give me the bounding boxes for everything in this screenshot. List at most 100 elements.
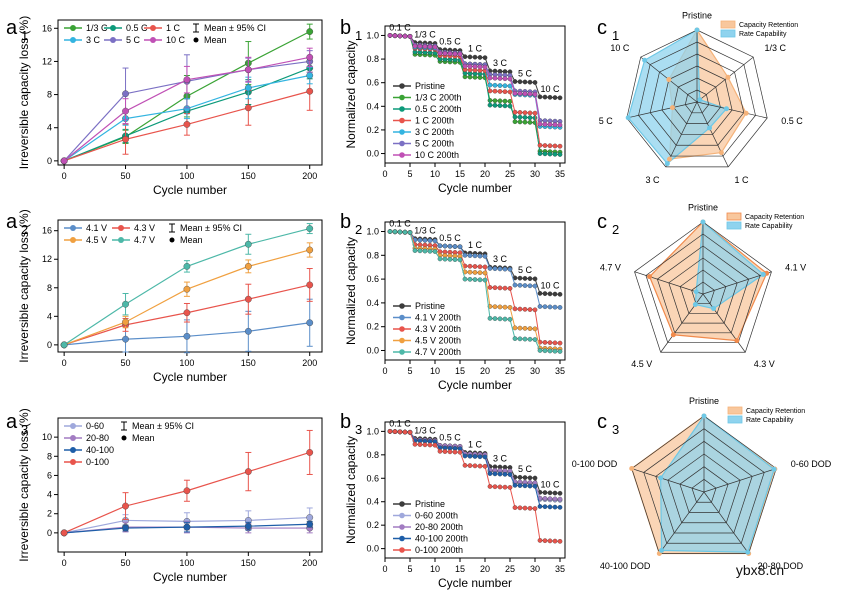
data-point (512, 505, 518, 510)
data-point (542, 304, 548, 310)
data-point (447, 257, 453, 262)
data-point (502, 471, 508, 477)
data-point (122, 335, 129, 343)
legend-marker (399, 501, 405, 507)
radar-ring (649, 53, 745, 146)
legend-swatch (727, 406, 743, 415)
radar-point (760, 271, 766, 277)
legend-label: Capacity Retention (739, 22, 798, 29)
data-point (487, 102, 493, 108)
axes-b2: 0 5 10 15 20 25 30 35 0.0 0.2 0.4 0.6 0.8 1.0 Cycle nu… (344, 219, 566, 392)
data-point (497, 89, 503, 94)
data-point (552, 496, 558, 502)
x-tick-label: 20 (480, 169, 490, 179)
data-point (502, 83, 508, 89)
data-point (552, 95, 558, 100)
data-point (477, 454, 483, 460)
legend-marker (118, 237, 124, 243)
data-point (467, 64, 473, 69)
data-point (517, 505, 523, 511)
data-point (552, 291, 558, 297)
x-tick-label: 15 (455, 366, 465, 376)
data-point (532, 80, 538, 85)
data-point (557, 539, 563, 544)
data-point (502, 89, 508, 95)
legend-marker (399, 303, 405, 309)
data-point (527, 283, 533, 289)
data-point (522, 306, 528, 312)
y-tick-label: 1.0 (366, 227, 379, 237)
radar-ring (684, 89, 710, 114)
rate-label: 1/3 C (414, 425, 436, 435)
data-point (183, 523, 191, 531)
data-point (244, 66, 252, 74)
data-point (507, 316, 513, 322)
data-point (507, 305, 513, 310)
x-tick-label: 25 (505, 169, 515, 179)
data-point (244, 104, 252, 112)
data-point (183, 487, 191, 495)
panel-sublabel-b1: 1 (355, 28, 362, 43)
radar-point (697, 97, 703, 103)
radar-spoke (696, 101, 729, 168)
y-tick-label: 12 (42, 56, 52, 66)
x-tick-label: 100 (179, 171, 194, 181)
data-point (542, 348, 548, 354)
legend-marker (70, 225, 76, 231)
x-tick-label: 150 (241, 358, 256, 368)
legend-label: Capacity Retention (746, 408, 805, 415)
radar-c1: Pristine 1/3 C 0.5 C 1 C 3 C 5 C 10 C Capacity … (599, 11, 803, 185)
data-point (306, 246, 314, 254)
data-point (522, 276, 528, 281)
data-point (522, 115, 528, 120)
x-axis-label: Cycle number (438, 576, 512, 590)
data-point (527, 505, 533, 511)
radar-spoke (626, 101, 698, 119)
data-point (537, 121, 543, 127)
x-tick-label: 150 (241, 171, 256, 181)
data-point (462, 276, 468, 282)
data-point (537, 538, 543, 543)
radar-ring (638, 41, 756, 157)
data-point (522, 483, 528, 489)
data-point (542, 496, 548, 501)
legend-marker (399, 547, 405, 553)
data-point (512, 306, 518, 312)
y-tick-label: 0.8 (366, 54, 379, 64)
legend-label: 40-100 (86, 445, 114, 455)
legend-marker (70, 423, 76, 429)
data-point (477, 270, 483, 276)
y-tick-label: 0.6 (366, 78, 379, 88)
plot-frame (57, 19, 323, 166)
data-point (467, 276, 473, 282)
radar-spoke (634, 271, 704, 295)
radar-point (771, 466, 777, 472)
legend-label: Rate Capability (746, 417, 794, 424)
rate-label: 0.1 C (389, 418, 411, 428)
panel-label-b3: b (340, 411, 351, 433)
data-point (60, 529, 68, 537)
data-point (482, 463, 488, 469)
y-axis-label: Normalized capacity (344, 436, 358, 544)
data-point (532, 91, 538, 97)
data-point (306, 520, 314, 528)
data-point (487, 285, 493, 290)
rate-label: 0.1 C (389, 22, 411, 32)
data-point (437, 256, 443, 262)
data-point (502, 76, 508, 82)
data-point (447, 51, 453, 56)
rate-label: 10 C (540, 280, 560, 290)
data-point (412, 441, 418, 447)
y-axis-label: Irreversible capacity loss (%) (17, 16, 31, 169)
legend-a1: 1/3 C 0.5 C 1 C 3 C 5 C 10 C Mean ± 95% CI Mean (64, 23, 266, 45)
x-tick-label: 25 (505, 564, 515, 574)
data-point (557, 95, 563, 101)
radar-point (723, 106, 729, 112)
data-point (462, 453, 468, 459)
rate-label: 3 C (493, 454, 508, 464)
data-point (542, 151, 548, 157)
data-point (417, 248, 423, 254)
legend-ci-label: Mean ± 95% CI (204, 23, 266, 33)
data-point (467, 463, 473, 468)
data-point (542, 340, 548, 345)
